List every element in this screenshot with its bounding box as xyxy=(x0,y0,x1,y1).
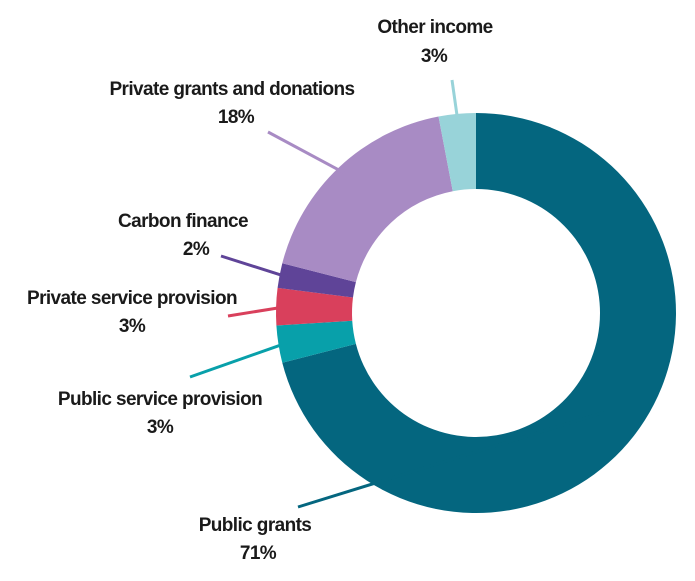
slice-private-grants-and-donations xyxy=(282,116,453,283)
slice-value-public-grants: 71% xyxy=(240,543,277,564)
slice-label-private-grants-and-donations: Private grants and donations xyxy=(109,79,354,100)
slice-private-service-provision xyxy=(276,287,353,326)
leader-line-public-grants xyxy=(297,410,605,509)
slice-value-private-grants-and-donations: 18% xyxy=(218,107,255,128)
slice-value-public-service-provision: 3% xyxy=(147,417,174,438)
donut-slices xyxy=(276,113,676,513)
leader-line-public-service-provision xyxy=(189,341,287,379)
slice-label-public-service-provision: Public service provision xyxy=(58,389,262,410)
slice-value-private-service-provision: 3% xyxy=(119,316,146,337)
slice-label-public-grants: Public grants xyxy=(199,515,312,536)
leader-line-private-service-provision xyxy=(227,305,285,318)
slice-value-carbon-finance: 2% xyxy=(183,239,210,260)
slice-value-other-income: 3% xyxy=(421,46,448,67)
slice-carbon-finance xyxy=(277,263,356,298)
leader-line-private-grants-and-donations xyxy=(267,130,346,175)
leader-line-other-income xyxy=(450,79,460,123)
slice-label-carbon-finance: Carbon finance xyxy=(118,211,248,232)
slice-label-other-income: Other income xyxy=(377,17,492,38)
slice-public-service-provision xyxy=(276,320,356,363)
slice-label-private-service-provision: Private service provision xyxy=(27,288,237,309)
slice-public-grants xyxy=(282,113,676,513)
leader-line-carbon-finance xyxy=(220,254,288,279)
slice-other-income xyxy=(438,113,476,192)
leader-lines xyxy=(189,79,605,509)
